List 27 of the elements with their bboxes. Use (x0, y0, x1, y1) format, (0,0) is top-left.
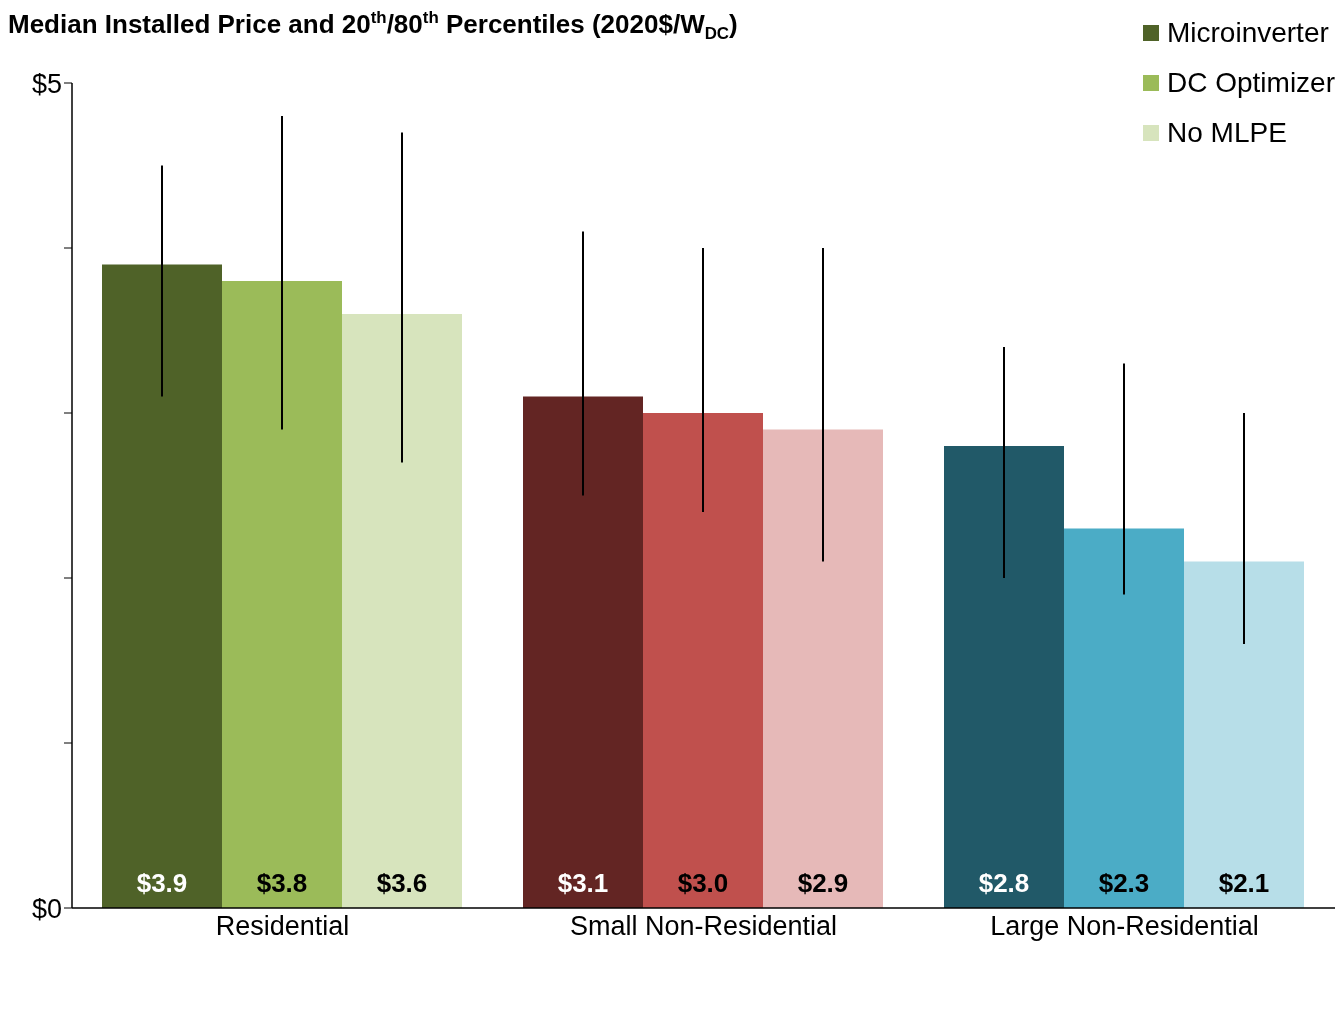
bar (102, 264, 222, 908)
bar (342, 314, 462, 908)
bar (763, 429, 883, 908)
chart-title: Median Installed Price and 20$^{th}$/80$^{th}$ Percentiles (2020$/W$_{DC}$) (8, 8, 738, 43)
legend-label: Microinverter (1166, 17, 1329, 49)
bar (944, 446, 1064, 908)
y-tick-label: $5 (31, 68, 62, 99)
data-label: $2.9 (797, 868, 849, 898)
x-tick-label: Small Non-Residential (569, 911, 838, 942)
x-tick-label: Residential (215, 911, 350, 942)
legend-label: DC Optimizer (1166, 67, 1335, 99)
data-label: $3.6 (376, 868, 428, 898)
x-tick-label: Large Non-Residential (990, 911, 1259, 942)
bar (222, 281, 342, 908)
data-label: $3.9 (136, 868, 188, 898)
data-label: $3.1 (557, 868, 609, 898)
data-label: $2.1 (1218, 868, 1270, 898)
bar (643, 413, 763, 908)
bar (1064, 528, 1184, 908)
data-label: $2.8 (978, 868, 1030, 898)
y-tick-label: $0 (31, 893, 62, 924)
legend-label: No MLPE (1166, 117, 1287, 149)
data-label: $3.0 (677, 868, 729, 898)
data-label: $2.3 (1098, 868, 1150, 898)
bar (1184, 561, 1304, 908)
bar (523, 396, 643, 908)
data-label: $3.8 (256, 868, 308, 898)
